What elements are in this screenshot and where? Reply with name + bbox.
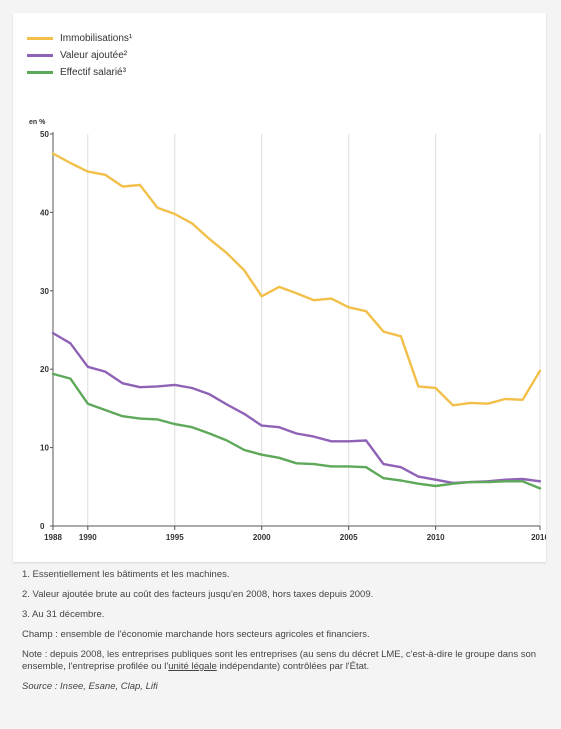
series-line-1 — [51, 331, 542, 485]
legend-item-valeur-ajoutee[interactable]: Valeur ajoutée² — [27, 48, 132, 63]
x-tick-label-1995: 1995 — [166, 533, 184, 542]
legend-label-effectif-salarie: Effectif salarié³ — [60, 67, 126, 78]
x-tick-label-1988: 1988 — [44, 533, 62, 542]
y-tick-label-20: 20 — [40, 365, 49, 374]
y-axis-unit-label: en % — [29, 119, 46, 126]
legend-item-immobilisations[interactable]: Immobilisations¹ — [27, 31, 132, 46]
x-tick-label-1990: 1990 — [79, 533, 97, 542]
methodology-note-end: indépendante) contrôlées par l'État. — [216, 661, 370, 672]
legend-item-effectif-salarie[interactable]: Effectif salarié³ — [27, 65, 132, 80]
y-tick-label-30: 30 — [40, 287, 49, 296]
x-tick-label-2016: 2016 — [531, 533, 546, 542]
chart-card: 0 10 20 30 40 50 1988 1990 1995 2000 2005 2010 2016 e… — [13, 13, 546, 562]
footnote-3: 3. Au 31 décembre. — [22, 609, 105, 620]
methodology-note-text: Note : depuis 2008, les entreprises publ… — [22, 649, 537, 672]
legend-label-immobilisations: Immobilisations¹ — [60, 33, 133, 44]
x-tick-label-2000: 2000 — [253, 533, 271, 542]
chart-legend: Immobilisations¹ Valeur ajoutée² Effecti… — [27, 31, 132, 82]
series-line-0 — [51, 152, 542, 407]
footnote-1: 1. Essentiellement les bâtiments et les … — [22, 569, 230, 580]
chart-plot: 0 10 20 30 40 50 1988 1990 1995 2000 2005 2010 2016 e… — [29, 119, 546, 542]
x-tick-label-2010: 2010 — [427, 533, 445, 542]
legend-swatch-valeur-ajoutee — [27, 54, 53, 57]
y-tick-label-50: 50 — [40, 130, 49, 139]
series-line-2 — [51, 372, 542, 490]
source-note: Source : Insee, Esane, Clap, Lifi — [22, 681, 158, 692]
footnote-2: 2. Valeur ajoutée brute au coût des fact… — [22, 589, 374, 600]
legend-label-valeur-ajoutee: Valeur ajoutée² — [60, 50, 128, 61]
legend-swatch-effectif-salarie — [27, 71, 53, 74]
y-tick-label-0: 0 — [40, 522, 45, 531]
chart-notes: 1. Essentiellement les bâtiments et les … — [22, 569, 547, 701]
legend-swatch-immobilisations — [27, 37, 53, 40]
y-tick-label-10: 10 — [40, 444, 49, 453]
methodology-note: Note : depuis 2008, les entreprises publ… — [22, 649, 547, 673]
unite-legale-link[interactable]: unité légale — [168, 661, 217, 672]
scope-note: Champ : ensemble de l'économie marchande… — [22, 629, 370, 640]
y-tick-label-40: 40 — [40, 208, 49, 217]
x-tick-label-2005: 2005 — [340, 533, 358, 542]
